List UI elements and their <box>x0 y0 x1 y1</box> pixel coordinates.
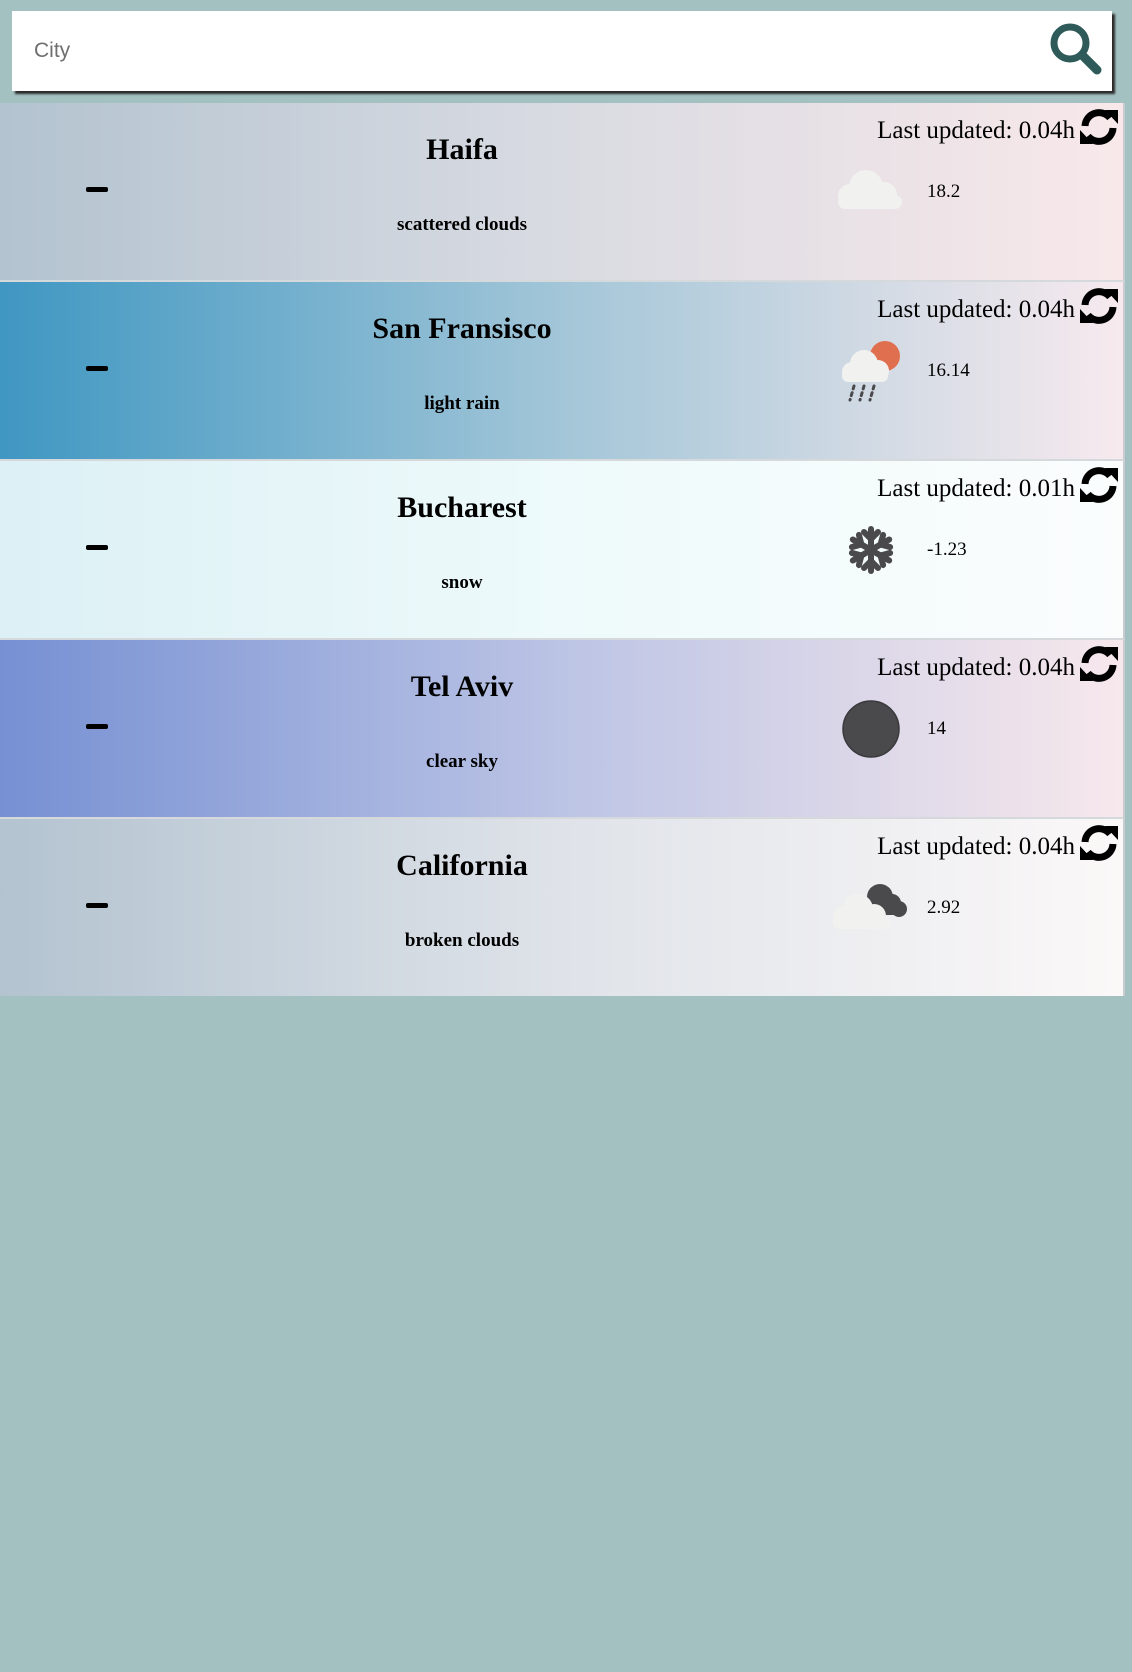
remove-city-button[interactable] <box>86 187 108 192</box>
remove-city-button[interactable] <box>86 545 108 550</box>
last-updated: Last updated: 0.04h <box>877 117 1075 144</box>
last-updated: Last updated: 0.04h <box>877 833 1075 860</box>
search-button[interactable] <box>1046 19 1106 79</box>
last-updated: Last updated: 0.04h <box>877 296 1075 323</box>
refresh-button[interactable] <box>1079 823 1119 863</box>
city-card: Bucharest snow Last updated: 0.01h <box>0 461 1125 640</box>
city-name: California <box>396 849 528 882</box>
city-card: Tel Aviv clear sky Last updated: 0.04h 1… <box>0 640 1125 819</box>
last-updated: Last updated: 0.01h <box>877 475 1075 502</box>
remove-city-button[interactable] <box>86 724 108 729</box>
weather-description: snow <box>441 572 483 593</box>
refresh-button[interactable] <box>1079 286 1119 326</box>
broken-clouds-icon <box>833 884 907 929</box>
temperature: 16.14 <box>927 360 970 381</box>
refresh-button[interactable] <box>1079 107 1119 147</box>
search-bar <box>12 11 1112 91</box>
remove-city-button[interactable] <box>86 903 108 908</box>
weather-description: light rain <box>424 393 500 414</box>
refresh-button[interactable] <box>1079 465 1119 505</box>
temperature: 14 <box>927 718 946 739</box>
weather-icon-slot <box>828 871 914 943</box>
weather-icon-slot <box>828 692 914 764</box>
weather-icon-slot <box>828 334 914 406</box>
weather-description: scattered clouds <box>397 214 527 235</box>
refresh-icon <box>1080 646 1118 682</box>
refresh-button[interactable] <box>1079 644 1119 684</box>
city-name: San Fransisco <box>372 312 552 345</box>
temperature: 2.92 <box>927 897 961 918</box>
city-name: Tel Aviv <box>410 670 514 703</box>
snowflake-icon <box>848 526 894 574</box>
moon-icon <box>842 700 900 758</box>
weather-icon-slot <box>828 155 914 227</box>
remove-city-button[interactable] <box>86 366 108 371</box>
temperature: -1.23 <box>927 539 967 560</box>
rain-sun-icon <box>842 341 900 402</box>
city-card: California broken clouds Last updated: 0… <box>0 819 1125 996</box>
city-list: Haifa scattered clouds Last updated: 0.0… <box>0 103 1125 996</box>
refresh-icon <box>1080 825 1118 861</box>
cloud-icon <box>838 170 902 209</box>
search-icon <box>1050 23 1102 75</box>
refresh-icon <box>1080 288 1118 324</box>
refresh-icon <box>1080 467 1118 503</box>
city-card: San Fransisco light rain Last updated: 0… <box>0 282 1125 461</box>
city-name: Haifa <box>426 133 498 166</box>
weather-description: clear sky <box>426 751 498 772</box>
temperature: 18.2 <box>927 181 961 202</box>
city-name: Bucharest <box>397 491 527 524</box>
city-search-input[interactable] <box>12 11 1042 91</box>
weather-description: broken clouds <box>404 930 520 951</box>
last-updated: Last updated: 0.04h <box>877 654 1075 681</box>
refresh-icon <box>1080 109 1118 145</box>
weather-icon-slot <box>828 513 914 585</box>
city-card: Haifa scattered clouds Last updated: 0.0… <box>0 103 1125 282</box>
